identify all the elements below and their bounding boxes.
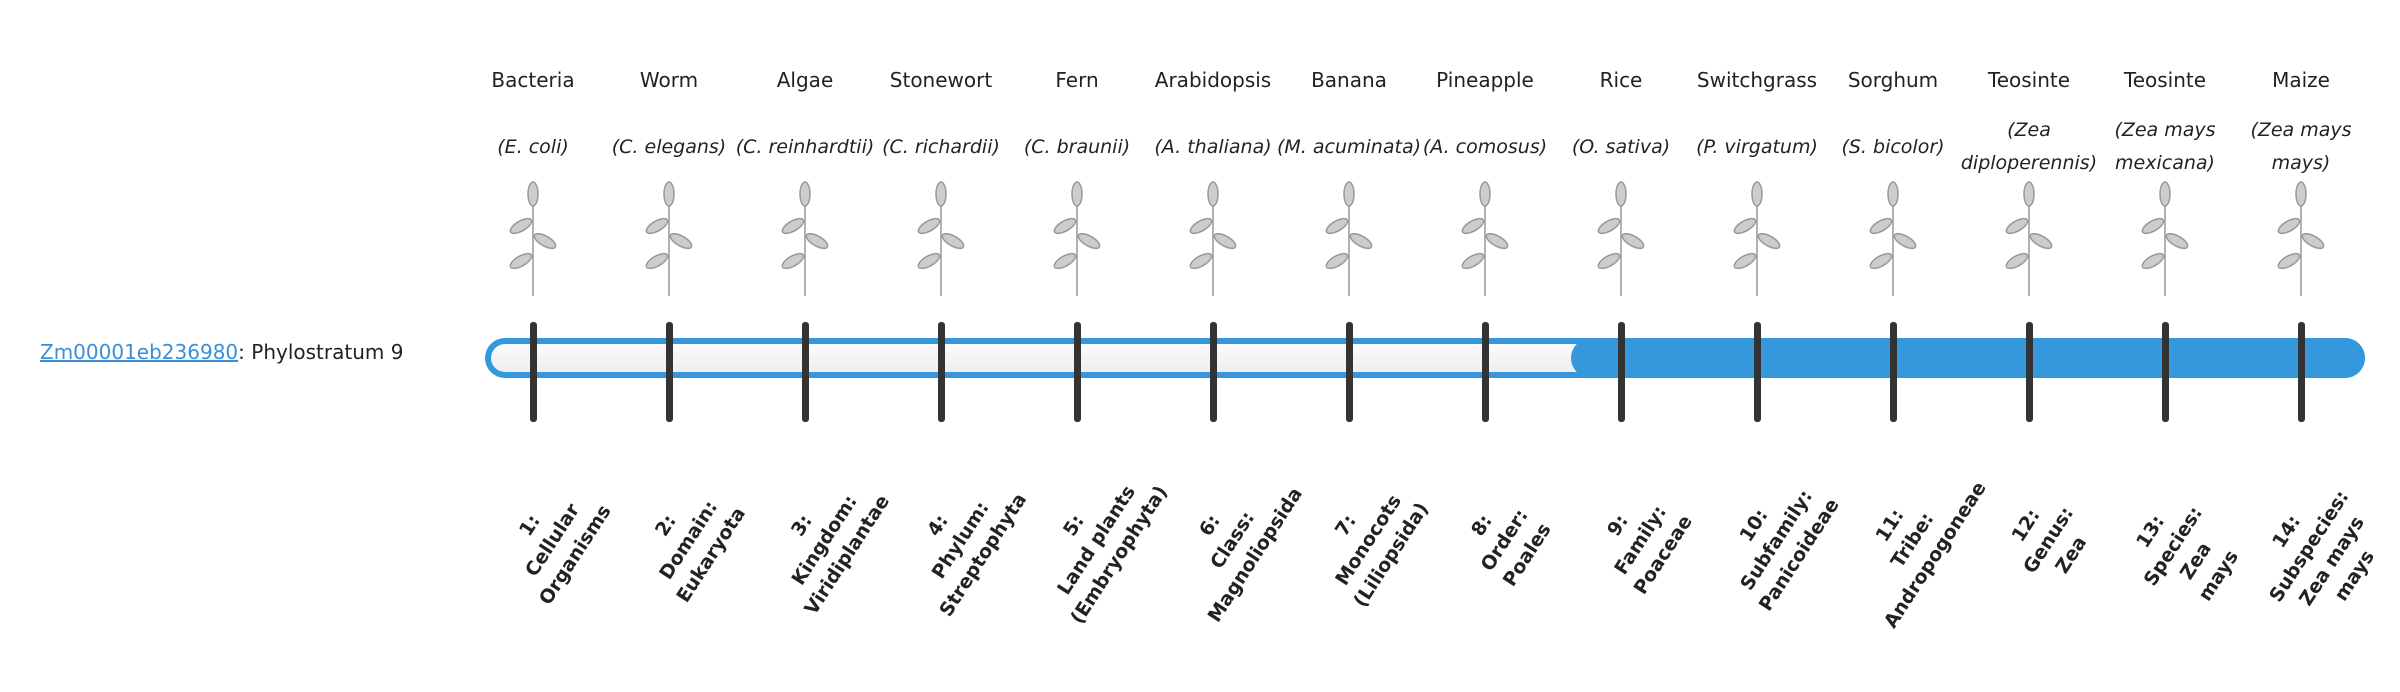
stage-latin-name: (Zea mays mexicana) xyxy=(2091,112,2239,182)
stage-tick xyxy=(802,322,809,422)
stage-latin-name: (S. bicolor) xyxy=(1819,112,1967,182)
stage-tick xyxy=(938,322,945,422)
gene-id-link[interactable]: Zm00001eb236980 xyxy=(40,340,239,364)
stage-common-name: Rice xyxy=(1599,68,1643,92)
stage-common-name: Switchgrass xyxy=(1696,68,1818,92)
phylostratum-bar xyxy=(485,338,2365,378)
stage-latin-name: (A. comosus) xyxy=(1411,112,1559,182)
bacteria-illustration xyxy=(509,181,557,296)
stage-common-name: Fern xyxy=(1055,68,1099,92)
latin-text: (Zea mays mexicana) xyxy=(2114,119,2216,174)
latin-text: (A. thaliana) xyxy=(1154,135,1272,158)
teosinte-illustration xyxy=(2005,181,2053,296)
switchgrass-illustration xyxy=(1733,181,1781,296)
latin-text: (M. acuminata) xyxy=(1277,135,1421,158)
stage-common-name: Banana xyxy=(1311,68,1387,92)
phylostratum-text: : Phylostratum 9 xyxy=(238,340,404,364)
banana-illustration xyxy=(1325,181,1373,296)
stage-latin-name: (Zea mays mays) xyxy=(2227,112,2375,182)
latin-text: (A. comosus) xyxy=(1422,135,1548,158)
stage-common-name: Bacteria xyxy=(491,68,575,92)
latin-text: (Zea mays mays) xyxy=(2250,119,2352,174)
stage-common-name: Maize xyxy=(2272,68,2330,92)
stage-tick xyxy=(1210,322,1217,422)
stage-latin-name: (P. virgatum) xyxy=(1683,112,1831,182)
latin-text: (O. sativa) xyxy=(1571,135,1671,158)
stage-latin-name: (M. acuminata) xyxy=(1275,112,1423,182)
stage-common-name: Pineapple xyxy=(1436,68,1534,92)
stage-common-name: Teosinte xyxy=(2123,68,2207,92)
stage-tick xyxy=(1074,322,1081,422)
stage-common-name: Algae xyxy=(776,68,834,92)
stage-tick xyxy=(2162,322,2169,422)
stage-common-name: Worm xyxy=(639,68,699,92)
gene-label: Zm00001eb236980: Phylostratum 9 xyxy=(40,340,403,364)
stage-tick xyxy=(530,322,537,422)
stage-latin-name: (C. elegans) xyxy=(595,112,743,182)
stage-tick xyxy=(1482,322,1489,422)
stage-latin-name: (Zea diploperennis) xyxy=(1955,112,2103,182)
sorghum-illustration xyxy=(1869,181,1917,296)
rice-illustration xyxy=(1597,181,1645,296)
worm-illustration xyxy=(645,181,693,296)
maize-illustration xyxy=(2277,181,2325,296)
stage-latin-name: (C. richardii) xyxy=(867,112,1015,182)
stage-latin-name: (C. braunii) xyxy=(1003,112,1151,182)
latin-text: (E. coli) xyxy=(497,135,569,158)
stage-tick xyxy=(1346,322,1353,422)
stage-common-name: Teosinte xyxy=(1987,68,2071,92)
stage-latin-name: (C. reinhardtii) xyxy=(731,112,879,182)
latin-text: (P. virgatum) xyxy=(1696,135,1818,158)
stage-tick xyxy=(1618,322,1625,422)
latin-text: (C. reinhardtii) xyxy=(735,135,875,158)
stage-common-name: Arabidopsis xyxy=(1154,68,1272,92)
latin-text: (C. elegans) xyxy=(611,135,727,158)
stage-common-name: Sorghum xyxy=(1847,68,1939,92)
pineapple-illustration xyxy=(1461,181,1509,296)
stage-latin-name: (O. sativa) xyxy=(1547,112,1695,182)
latin-text: (C. richardii) xyxy=(882,135,1000,158)
stage-tick xyxy=(2026,322,2033,422)
latin-text: (C. braunii) xyxy=(1023,135,1131,158)
bar-fill xyxy=(1571,338,2365,378)
fern-illustration xyxy=(1053,181,1101,296)
stage-tick xyxy=(1754,322,1761,422)
teosinte-mexicana-illustration xyxy=(2141,181,2189,296)
stage-tick xyxy=(2298,322,2305,422)
stage-latin-name: (E. coli) xyxy=(459,112,607,182)
stage-common-name: Stonewort xyxy=(889,68,993,92)
arabidopsis-illustration xyxy=(1189,181,1237,296)
algae-illustration xyxy=(781,181,829,296)
latin-text: (S. bicolor) xyxy=(1841,135,1945,158)
stage-tick xyxy=(1890,322,1897,422)
latin-text: (Zea diploperennis) xyxy=(1960,119,2098,174)
stage-tick xyxy=(666,322,673,422)
stonewort-illustration xyxy=(917,181,965,296)
stage-latin-name: (A. thaliana) xyxy=(1139,112,1287,182)
